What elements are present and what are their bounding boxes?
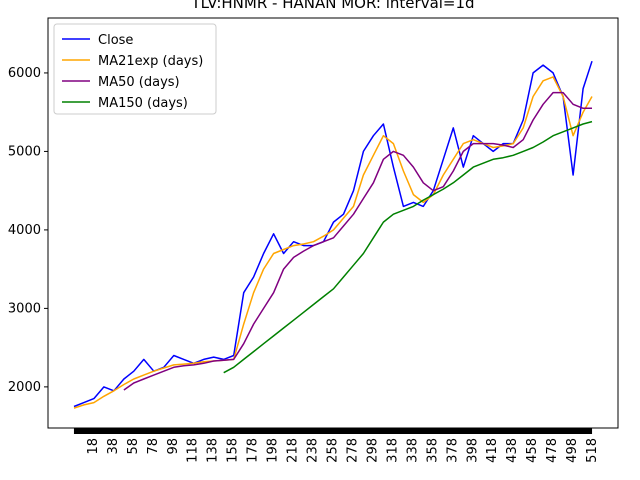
x-tick-label: 238 (306, 438, 321, 463)
series-line (123, 91, 592, 391)
x-tick-label: 158 (226, 438, 241, 463)
x-tick-label: 178 (246, 438, 261, 463)
legend-label: MA50 (days) (98, 75, 180, 90)
x-tick-label: 98 (166, 438, 181, 455)
x-tick-label: 498 (565, 438, 580, 463)
x-tick-label: 198 (266, 438, 281, 463)
legend-label: MA21exp (days) (98, 54, 203, 69)
x-tick-label: 358 (425, 438, 440, 463)
y-tick-label: 3000 (8, 301, 41, 316)
legend-box (53, 23, 217, 115)
x-tick-label: 18 (86, 438, 101, 455)
x-tick-label: 58 (126, 438, 141, 455)
series-line (73, 76, 593, 409)
y-tick-label: 6000 (8, 66, 41, 81)
x-tick-label: 38 (106, 438, 121, 455)
x-tick-label: 378 (445, 438, 460, 463)
x-tick-label: 78 (146, 438, 161, 455)
x-tick-label: 278 (345, 438, 360, 463)
x-tick-label: 218 (286, 438, 301, 463)
legend-label: Close (98, 33, 133, 48)
x-tick-label: 458 (525, 438, 540, 463)
x-tick-band (73, 428, 593, 434)
y-tick-label: 2000 (8, 380, 41, 395)
chart-title: TLV:HNMR - HANAN MOR: interval=1d (190, 0, 474, 12)
x-tick-label: 298 (365, 438, 380, 463)
legend-label: MA150 (days) (98, 96, 188, 111)
x-tick-label: 318 (385, 438, 400, 463)
x-tick-label: 338 (405, 438, 420, 463)
x-tick-label: 518 (585, 438, 600, 463)
y-tick-label: 5000 (8, 144, 41, 159)
x-tick-label: 258 (326, 438, 341, 463)
x-tick-label: 478 (545, 438, 560, 463)
x-tick-label: 438 (505, 438, 520, 463)
series-line (223, 120, 593, 374)
x-tick-label: 418 (485, 438, 500, 463)
x-tick-label: 398 (465, 438, 480, 463)
x-tick-label: 118 (186, 438, 201, 463)
x-tick-label: 138 (206, 438, 221, 463)
y-tick-label: 4000 (8, 223, 41, 238)
